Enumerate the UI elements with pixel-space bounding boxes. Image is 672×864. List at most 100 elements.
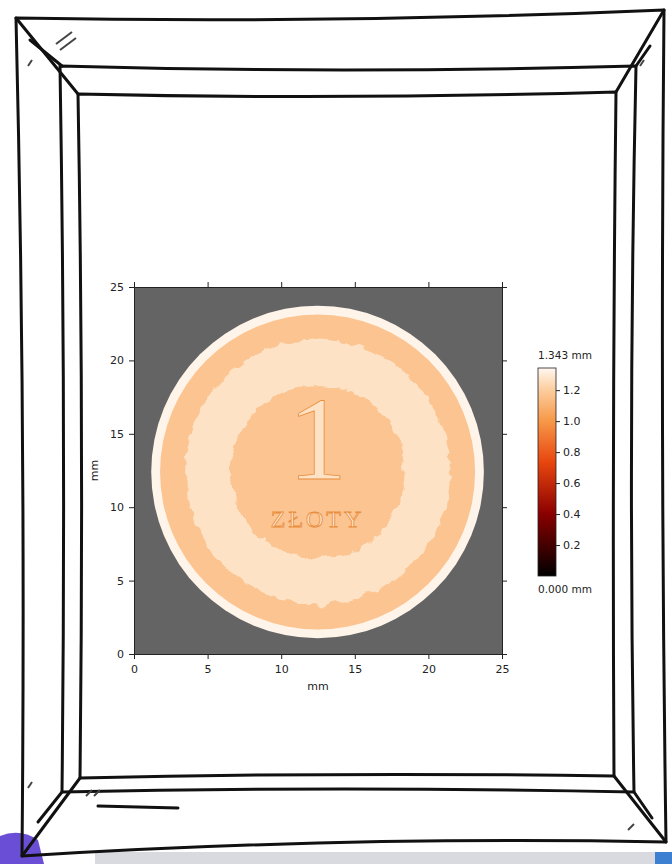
tick-label: 10	[110, 501, 124, 514]
tick-mark	[556, 483, 560, 484]
tick-label: 10	[275, 663, 289, 676]
axis-line	[502, 288, 503, 655]
frame-line	[78, 92, 616, 778]
tick-mark	[502, 581, 507, 582]
tick	[281, 282, 282, 287]
tick: 15	[110, 428, 134, 441]
tick-mark	[556, 421, 560, 422]
tick: 0.6	[556, 477, 581, 490]
tick-label: 25	[110, 281, 124, 294]
colorbar	[538, 368, 556, 576]
tick-mark	[428, 282, 429, 287]
tick: 0.2	[556, 539, 581, 552]
plot-background	[134, 287, 502, 654]
tick-mark	[129, 287, 134, 288]
tick	[134, 282, 135, 287]
colorbar-max-label: 1.343 mm	[538, 349, 592, 361]
tick-mark	[556, 390, 560, 391]
tick: 20	[422, 654, 436, 676]
tick-mark	[129, 654, 134, 655]
tick-label: 25	[496, 663, 510, 676]
page: 1ZŁOTY05101520250510152025mmmm0.20.40.60…	[0, 0, 672, 864]
frame-line	[614, 776, 666, 842]
tick-mark	[502, 654, 507, 655]
axis-line	[134, 288, 135, 655]
x-axis-top	[135, 282, 503, 288]
tick-mark	[129, 507, 134, 508]
tick-mark	[129, 360, 134, 361]
tick: 10	[110, 501, 134, 514]
tick-mark	[556, 545, 560, 546]
tick: 0	[117, 648, 134, 661]
tick-mark	[502, 282, 503, 287]
colorbar-axis: 0.2 0.4 0.6 0.8 1.0 1.2	[556, 369, 581, 577]
tick-label: 0	[117, 648, 124, 661]
tick: 25	[496, 654, 510, 676]
doodle	[94, 790, 100, 796]
height-region	[151, 306, 484, 639]
tick: 20	[110, 354, 134, 367]
tick-label: 0.8	[563, 446, 581, 459]
frame-line	[22, 778, 80, 856]
doodle	[628, 824, 634, 830]
frame-line	[60, 66, 636, 792]
tick-mark	[129, 581, 134, 582]
tick-mark	[134, 654, 135, 659]
tick	[502, 654, 507, 655]
doodle	[28, 782, 32, 788]
doodle	[86, 790, 92, 796]
frame-line	[636, 46, 650, 66]
doodle	[28, 60, 32, 66]
tick-mark	[428, 654, 429, 659]
tick-mark	[502, 287, 507, 288]
height-region	[185, 339, 450, 604]
coin-text: ZŁOTY	[271, 506, 365, 532]
tick-label: 15	[110, 428, 124, 441]
tick-label: 0	[131, 663, 138, 676]
axis-line	[135, 654, 503, 655]
tick	[502, 287, 507, 288]
corner-strip	[655, 852, 672, 864]
tick-mark	[556, 514, 560, 515]
tick-label: 5	[205, 663, 212, 676]
tick	[502, 581, 507, 582]
tick	[502, 434, 507, 435]
frame-line	[98, 806, 178, 808]
bottom-strip	[95, 852, 655, 864]
tick: 10	[275, 654, 289, 676]
tick-label: 1.0	[563, 415, 581, 428]
axis-line	[135, 287, 503, 288]
tick-mark	[355, 282, 356, 287]
tick	[208, 282, 209, 287]
tick: 0	[131, 654, 138, 676]
frame-line	[634, 792, 652, 818]
tick-mark	[502, 507, 507, 508]
tick-label: 0.2	[563, 539, 581, 552]
tick	[502, 507, 507, 508]
tick	[502, 282, 503, 287]
axis-title: mm	[307, 680, 328, 693]
axis-title: mm	[88, 460, 101, 481]
annotations: 1ZŁOTY	[271, 374, 365, 532]
tick-mark	[134, 282, 135, 287]
doodle	[60, 38, 76, 50]
tick-mark	[129, 434, 134, 435]
x-axis: 0510152025	[131, 654, 510, 676]
tick-mark	[281, 654, 282, 659]
tick-mark	[355, 654, 356, 659]
tick	[428, 282, 429, 287]
tick-label: 1.2	[563, 384, 581, 397]
y-axis: 0 5 10 15 20 25	[110, 281, 135, 661]
frame-line	[616, 10, 664, 92]
tick-label: 5	[117, 575, 124, 588]
tick: 5	[205, 654, 212, 676]
tick-label: 0.4	[563, 508, 581, 521]
tick: 0.8	[556, 446, 581, 459]
tick-mark	[556, 452, 560, 453]
frame-line	[16, 10, 666, 856]
tick-label: 0.6	[563, 477, 581, 490]
tick-mark	[208, 654, 209, 659]
coin-text: 1	[288, 374, 347, 505]
tick	[502, 360, 507, 361]
tick: 0.4	[556, 508, 581, 521]
